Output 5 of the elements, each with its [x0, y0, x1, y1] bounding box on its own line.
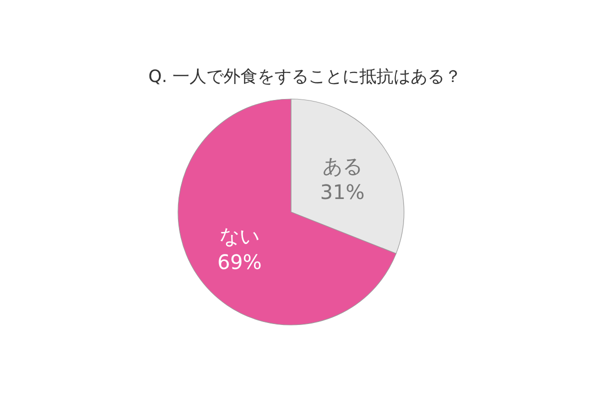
slice-label: ない: [220, 224, 260, 248]
data-label: 69%: [217, 250, 262, 274]
chart-title: Q. 一人で外食をすることに抵抗はある？: [148, 67, 462, 87]
slice-label: ある: [322, 154, 362, 178]
data-label: 31%: [320, 180, 365, 204]
